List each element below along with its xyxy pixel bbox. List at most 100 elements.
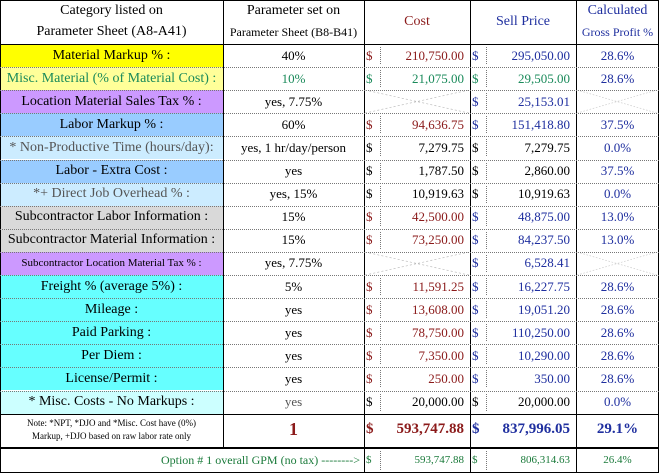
row-cost-value: 20,000.00: [412, 394, 464, 410]
row-parameter-value[interactable]: 10%: [281, 70, 306, 86]
grid-currency-divider: [486, 93, 487, 111]
row-cost-currency: $: [366, 394, 373, 410]
row-cost-value: 78,750.00: [412, 324, 464, 340]
row-parameter-value[interactable]: yes: [284, 163, 303, 179]
header-category: Category listed on: [60, 3, 163, 18]
row-sell-value: 10,919.63: [518, 186, 570, 202]
footer-cost-value: 593,747.88: [414, 454, 465, 467]
total-note-line1: Note: *NPT, *DJO and *Misc. Cost have (0…: [26, 417, 197, 428]
row-cost-value: 7,350.00: [418, 347, 465, 363]
row-sell-currency: $: [472, 301, 479, 317]
grid-currency-divider: [380, 301, 381, 319]
grid-column-divider: [364, 0, 365, 448]
row-sell-value: 151,418.80: [511, 116, 571, 132]
grid-row-divider: [0, 275, 659, 276]
row-parameter-value[interactable]: yes, 7.75%: [264, 93, 323, 109]
row-cost-value: 94,636.75: [412, 116, 464, 132]
row-parameter-value[interactable]: yes: [284, 324, 303, 340]
row-label: Subcontractor Material Information :: [0, 228, 223, 252]
row-gross-profit: 28.6%: [600, 47, 635, 63]
row-sell-value: 84,237.50: [518, 232, 570, 248]
grid-row-divider: [0, 136, 659, 138]
grid-currency-divider: [380, 347, 381, 365]
header-gross-profit: Gross Profit %: [581, 24, 654, 39]
grid-currency-divider: [486, 370, 487, 388]
row-parameter-value[interactable]: 5%: [284, 278, 303, 294]
row-cost-currency: $: [366, 347, 373, 363]
row-parameter-value[interactable]: 15%: [281, 209, 306, 225]
grid-currency-divider: [486, 47, 487, 65]
row-label: License/Permit :: [0, 367, 223, 391]
grid-row-divider: [0, 205, 659, 207]
row-label: * Non-Productive Time (hours/day):: [0, 136, 223, 160]
row-sell-currency: $: [472, 163, 479, 179]
total-sell-currency: $: [472, 421, 480, 438]
row-cost-currency: $: [366, 139, 373, 155]
gp-not-applicable-mark: [577, 90, 657, 114]
grid-total-top: [0, 413, 659, 415]
grid-column-divider: [470, 0, 471, 448]
grid-row-divider: [0, 90, 659, 92]
row-parameter-value[interactable]: yes, 7.75%: [264, 255, 323, 271]
row-sell-currency: $: [472, 347, 479, 363]
header-cost: Cost: [404, 14, 430, 29]
row-cost-currency: $: [366, 209, 373, 225]
cost-not-applicable-mark: [365, 251, 469, 275]
row-parameter-value[interactable]: 15%: [281, 232, 306, 248]
row-parameter-value[interactable]: 40%: [281, 47, 306, 63]
row-sell-value: 20,000.00: [518, 394, 570, 410]
grid-row-divider: [0, 344, 659, 346]
row-parameter-value[interactable]: 60%: [281, 116, 306, 132]
row-cost-value: 42,500.00: [412, 209, 464, 225]
grid-row-divider: [0, 321, 659, 323]
row-parameter-value[interactable]: yes: [284, 347, 303, 363]
row-gross-profit: 37.5%: [600, 163, 635, 179]
grid-currency-divider: [380, 393, 381, 411]
grid-total-bottom: [0, 446, 659, 448]
row-sell-value: 10,290.00: [518, 347, 570, 363]
row-gross-profit: 28.6%: [600, 347, 635, 363]
row-cost-value: 10,919.63: [412, 186, 464, 202]
gp-not-applicable-mark: [577, 251, 657, 275]
grid-currency-divider: [380, 116, 381, 134]
grid-currency-divider: [380, 450, 381, 470]
row-cost-currency: $: [366, 116, 373, 132]
grid-currency-divider: [486, 139, 487, 157]
row-parameter-value[interactable]: yes: [284, 370, 303, 386]
grid-column-divider: [576, 0, 577, 448]
row-cost-currency: $: [366, 186, 373, 202]
grid-currency-divider: [380, 47, 381, 65]
row-cost-value: 11,591.25: [412, 278, 464, 294]
grid-row-divider: [0, 251, 659, 253]
row-cost-currency: $: [366, 70, 373, 86]
row-parameter-value[interactable]: yes: [284, 394, 303, 410]
row-sell-value: 7,279.75: [524, 139, 571, 155]
row-sell-currency: $: [472, 116, 479, 132]
grid-border-left: [0, 0, 1, 473]
footer-cost-currency: $: [366, 454, 372, 467]
grid-currency-divider: [486, 70, 487, 88]
row-sell-value: 6,528.41: [524, 255, 571, 271]
row-gross-profit: 13.0%: [600, 209, 635, 225]
cost-not-applicable-mark: [365, 90, 469, 114]
row-gross-profit: 13.0%: [600, 232, 635, 248]
row-label: Material Markup % :: [0, 44, 223, 68]
grid-row-divider: [0, 159, 659, 161]
row-gross-profit: 28.6%: [600, 278, 635, 294]
row-parameter-value[interactable]: yes, 15%: [269, 186, 318, 202]
row-label: Subcontractor Location Material Tax % :: [0, 251, 223, 275]
row-label: Subcontractor Labor Information :: [0, 205, 223, 229]
row-sell-currency: $: [472, 209, 479, 225]
row-parameter-value[interactable]: yes: [284, 301, 303, 317]
row-cost-currency: $: [366, 370, 373, 386]
row-gross-profit: 0.0%: [603, 186, 632, 202]
row-parameter-value[interactable]: yes, 1 hr/day/person: [240, 139, 347, 155]
row-cost-currency: $: [366, 278, 373, 294]
header-parameter: Parameter set on: [246, 3, 341, 18]
grid-currency-divider: [486, 393, 487, 411]
total-note-line2: Markup, +DJO based on raw labor rate onl…: [31, 430, 192, 441]
total-cost-currency: $: [366, 421, 374, 438]
row-label: Mileage :: [0, 298, 223, 322]
row-sell-currency: $: [472, 47, 479, 63]
row-gross-profit: 28.6%: [600, 301, 635, 317]
